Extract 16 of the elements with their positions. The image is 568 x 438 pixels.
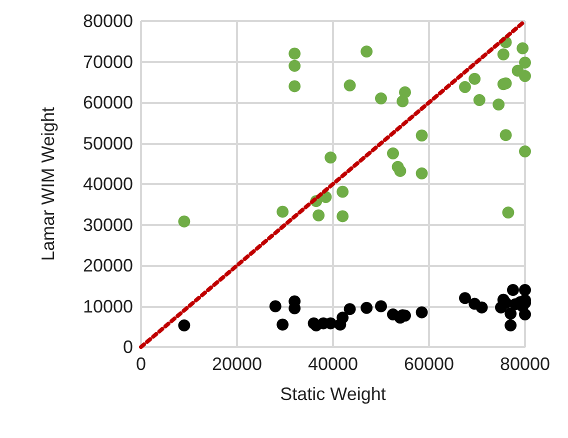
y-tick-label: 10000 bbox=[82, 296, 133, 316]
y-tick-label: 0 bbox=[122, 337, 133, 357]
y-tick-label: 70000 bbox=[82, 52, 133, 72]
x-tick-label: 0 bbox=[136, 354, 146, 374]
y-axis-title: Lamar WIM Weight bbox=[38, 107, 58, 261]
x-tick-label: 20000 bbox=[212, 354, 262, 374]
y-tick-label: 30000 bbox=[82, 214, 133, 235]
y-tick-label: 40000 bbox=[82, 174, 133, 194]
y-tick-label: 60000 bbox=[82, 92, 133, 112]
x-tick-label: 60000 bbox=[404, 354, 454, 374]
y-tick-label: 20000 bbox=[82, 256, 133, 276]
x-tick-label: 40000 bbox=[308, 354, 358, 374]
y-tick-label: 50000 bbox=[82, 133, 133, 154]
y-tick-label: 80000 bbox=[82, 11, 133, 31]
x-tick-label: 80000 bbox=[500, 354, 550, 374]
x-axis-title: Static Weight bbox=[280, 384, 386, 404]
